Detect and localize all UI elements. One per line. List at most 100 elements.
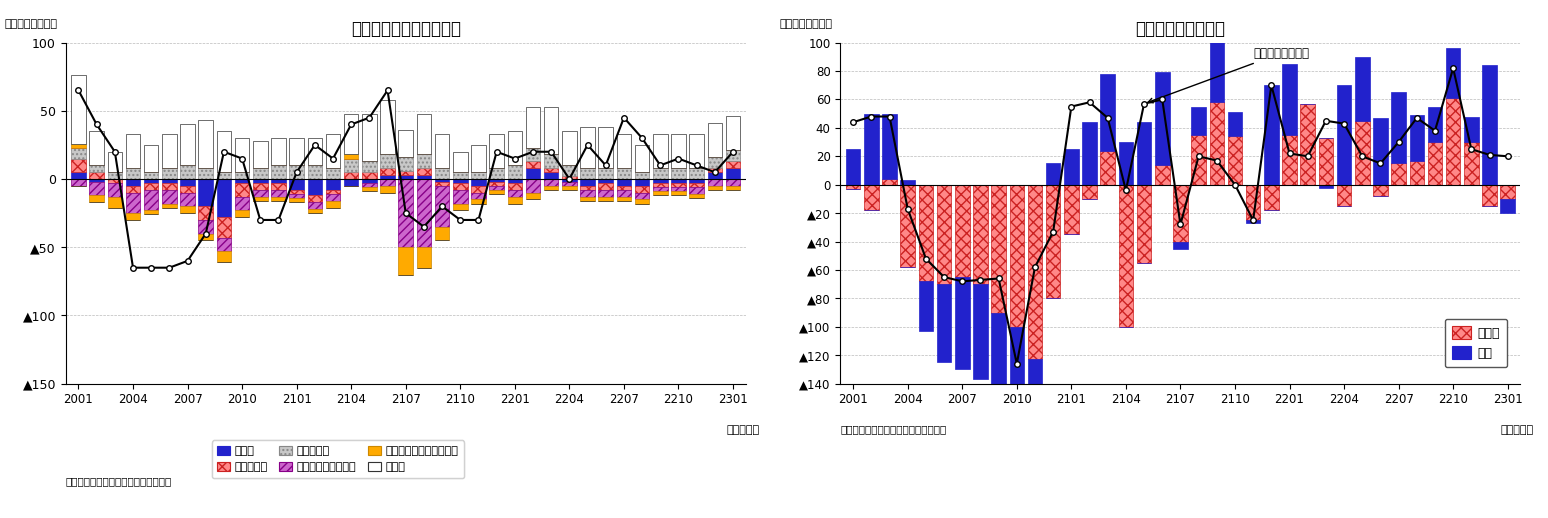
Bar [125,179,141,186]
Bar [1300,104,1314,185]
Bar [235,138,249,172]
Bar [163,204,176,208]
Bar [362,161,376,172]
Bar [381,100,395,154]
Bar [1265,185,1279,210]
Bar [489,182,505,186]
Bar [180,165,195,179]
Text: （前年差、万人）: （前年差、万人） [779,19,833,29]
Legend: 製造業, 卵売・小売, 医療・福祉, 宿泊・飲食サービス, 生活関連サービス・娯楽, その他: 製造業, 卵売・小売, 医療・福祉, 宿泊・飲食サービス, 生活関連サービス・娯… [212,440,464,478]
Bar [508,197,522,204]
Bar [599,168,613,179]
Bar [937,185,952,284]
Bar [599,197,613,201]
Bar [508,190,522,197]
Bar [1319,138,1333,185]
Bar [271,165,286,179]
Text: 役員を除く雇用者: 役員を除く雇用者 [1149,47,1310,103]
Bar [707,168,721,172]
Bar [362,183,376,187]
Bar [845,185,861,189]
Bar [562,165,577,176]
Bar [107,152,122,172]
Bar [1101,151,1115,185]
Bar [71,148,85,159]
Bar [217,172,231,179]
Bar [1354,121,1370,185]
Bar [1155,165,1170,185]
Bar [217,131,231,172]
Bar [344,154,359,159]
Bar [435,186,449,227]
Text: （年・月）: （年・月） [1502,425,1534,435]
Bar [471,186,486,193]
Bar [562,182,577,186]
Bar [653,183,667,187]
Bar [616,190,632,197]
Bar [71,172,85,179]
Bar [90,131,104,165]
Bar [543,154,559,168]
Bar [217,217,231,238]
Bar [707,179,721,186]
Bar [672,179,686,183]
Bar [616,197,632,201]
Bar [1209,20,1224,102]
Bar [1136,122,1152,185]
Bar [1446,48,1460,98]
Bar [1392,92,1406,163]
Bar [471,145,486,172]
Bar [726,150,740,161]
Title: 雇用形態別雇用者数: 雇用形態別雇用者数 [1135,20,1226,38]
Bar [1028,359,1042,473]
Bar [489,179,505,182]
Bar [1265,85,1279,185]
Bar [635,186,649,193]
Bar [689,134,704,168]
Bar [1228,112,1241,136]
Bar [489,168,505,179]
Bar [901,185,915,267]
Bar [107,179,122,183]
Bar [1282,64,1297,135]
Bar [144,179,158,183]
Bar [599,183,613,190]
Bar [362,179,376,183]
Bar [71,75,85,143]
Bar [543,168,559,172]
Bar [235,179,249,183]
Bar [198,120,214,168]
Legend: 非正規, 正規: 非正規, 正規 [1444,319,1508,367]
Bar [562,179,577,182]
Bar [543,179,559,186]
Bar [180,186,195,193]
Bar [1228,136,1241,185]
Bar [125,168,141,179]
Bar [90,182,104,195]
Bar [882,179,896,185]
Bar [543,186,559,190]
Bar [144,210,158,214]
Bar [435,182,449,186]
Bar [707,157,721,168]
Bar [1373,185,1387,196]
Bar [198,220,214,234]
Text: （年・月）: （年・月） [726,425,760,435]
Bar [435,168,449,179]
Bar [325,168,341,179]
Bar [125,186,141,193]
Title: 産業別・就業者数の推移: 産業別・就業者数の推移 [351,20,461,38]
Bar [616,179,632,186]
Bar [526,193,540,199]
Bar [489,134,505,168]
Bar [416,154,432,168]
Bar [454,204,467,210]
Bar [526,179,540,193]
Bar [325,134,341,168]
Bar [344,113,359,154]
Bar [180,124,195,165]
Bar [163,168,176,179]
Bar [1427,142,1443,185]
Bar [235,210,249,217]
Bar [107,197,122,208]
